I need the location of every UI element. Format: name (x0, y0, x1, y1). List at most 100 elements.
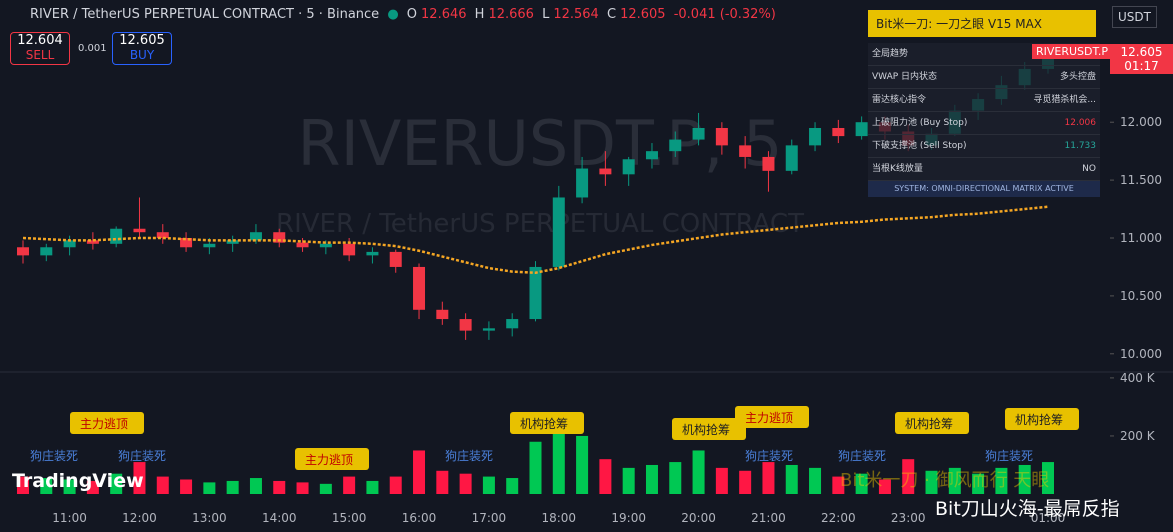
volume-bar (86, 480, 99, 494)
dead-signal: 狗庄装死 (985, 448, 1033, 463)
candle-body (180, 238, 193, 248)
x-tick-label: 21:00 (751, 511, 786, 525)
sell-button[interactable]: 12.604 SELL (10, 32, 70, 65)
top-signal-box (735, 406, 809, 428)
volume-bar (972, 473, 985, 494)
candle-body (506, 319, 519, 329)
candle-body (133, 228, 146, 233)
dead-signal: 狗庄装死 (445, 448, 493, 463)
volume-bar (995, 467, 1008, 494)
symbol: RIVER / TetherUS PERPETUAL CONTRACT · 5 … (30, 7, 380, 22)
top-signal: 主力逃顶 (305, 453, 353, 467)
candle-body (413, 266, 426, 310)
panel-title: Bit米一刀: 一刀之眼 V15 MAX (868, 10, 1096, 37)
volume-bar (948, 467, 961, 494)
y2-tick-label: 200 K (1120, 429, 1156, 443)
candle-body (622, 159, 635, 175)
candle-body (110, 228, 123, 244)
overlay-text: Bit米一刀 · 御风而行 天眼 (840, 470, 1050, 491)
row-value: 11.733 (1064, 141, 1097, 151)
x-tick-label: 20:00 (681, 511, 716, 525)
h-label: H (474, 7, 485, 22)
candle-body (63, 240, 76, 248)
volume-bar (63, 479, 76, 494)
y2-tick-label: 400 K (1120, 371, 1156, 385)
dead-signal: 狗庄装死 (838, 448, 886, 463)
candle-body (203, 243, 216, 248)
volume-bar (273, 480, 286, 494)
volume-bar (482, 476, 495, 494)
volume-bar (506, 478, 519, 494)
x-tick-label: 22:00 (821, 511, 856, 525)
volume-bar (669, 462, 682, 494)
volume-bar (180, 479, 193, 494)
candle-body (599, 168, 612, 175)
panel-status: SYSTEM: OMNI-DIRECTIONAL MATRIX ACTIVE (868, 181, 1100, 197)
buy-signal: 机构抢筹 (520, 416, 568, 431)
x-tick-label: 01:00 (1031, 511, 1066, 525)
candle-body (296, 242, 309, 248)
volume-bar (645, 464, 658, 494)
candle-body (529, 266, 542, 320)
panel-row: 雷达核心指令 寻觅猎杀机会... (868, 89, 1100, 112)
row-value: 多头控盘 (1059, 72, 1096, 82)
x-tick-label: 19:00 (611, 511, 646, 525)
buy-signal-box (1005, 408, 1079, 430)
candle-body (552, 197, 565, 267)
buy-signal: 机构抢筹 (1015, 412, 1063, 427)
volume-bar (413, 450, 426, 494)
y-tick-label: 11.000 (1120, 231, 1162, 245)
price-tag: 12.605 01:17 (1110, 44, 1173, 74)
y-tick-label: 10.500 (1120, 289, 1162, 303)
panel-row: 上破阻力池 (Buy Stop) 12.006 (868, 112, 1100, 135)
volume-bar (552, 418, 565, 494)
candle-body (156, 232, 169, 238)
candle-body (366, 251, 379, 256)
branding: TradingView (12, 470, 144, 492)
indicator-panel: Bit米一刀: 一刀之眼 V15 MAX 全局趋势 VWAP 日内状态 多头控盘 雷达… (868, 10, 1100, 197)
row-label: 下破支撑池 (Sell Stop) (872, 141, 967, 151)
l-label: L (542, 7, 550, 22)
volume-bar (1018, 464, 1031, 494)
candle-body (459, 319, 472, 331)
x-tick-label: 16:00 (402, 511, 437, 525)
candle-body (692, 128, 705, 140)
volume-bar (40, 478, 53, 494)
volume-bar (319, 483, 332, 494)
dead-signal: 狗庄装死 (118, 448, 166, 463)
volume-bar (1042, 462, 1054, 494)
row-value: NO (1082, 164, 1096, 174)
currency-select[interactable]: USDT (1112, 6, 1157, 28)
volume-bar (576, 435, 589, 494)
buy-signal: 机构抢筹 (905, 416, 953, 431)
price-axis (1110, 0, 1173, 532)
volume-bar (599, 459, 612, 494)
candle-body (855, 122, 868, 137)
candle-body (17, 247, 29, 256)
top-signal: 主力逃顶 (745, 411, 793, 425)
watermark-symbol: RIVERUSDT.P, 5 (298, 107, 783, 180)
buy-button[interactable]: 12.605 BUY (112, 32, 172, 65)
symbol-tag: RIVERUSDT.P (1032, 44, 1113, 59)
volume-bar (203, 482, 216, 494)
dead-signal: 狗庄装死 (745, 448, 793, 463)
credit: Bit刀山火海-最屌反指 (935, 498, 1120, 520)
volume-bar (366, 480, 379, 494)
candle-body (576, 168, 589, 198)
candle-body (343, 243, 356, 256)
candle-body (715, 128, 728, 146)
y-tick-label: 12.000 (1120, 115, 1162, 129)
x-tick-label: 15:00 (332, 511, 367, 525)
high: 12.666 (488, 7, 534, 22)
row-label: VWAP 日内状态 (872, 72, 938, 82)
volume-bar (156, 476, 169, 494)
c-label: C (606, 7, 617, 22)
buy-signal-box (672, 418, 746, 440)
panel-row: 当根K线放量 NO (868, 158, 1100, 181)
row-label: 上破阻力池 (Buy Stop) (872, 118, 968, 128)
buy-signal-box (895, 412, 969, 434)
watermark-name: RIVER / TetherUS PERPETUAL CONTRACT (276, 209, 804, 239)
candle-body (482, 328, 495, 331)
panel-row: 下破支撑池 (Sell Stop) 11.733 (868, 135, 1100, 158)
